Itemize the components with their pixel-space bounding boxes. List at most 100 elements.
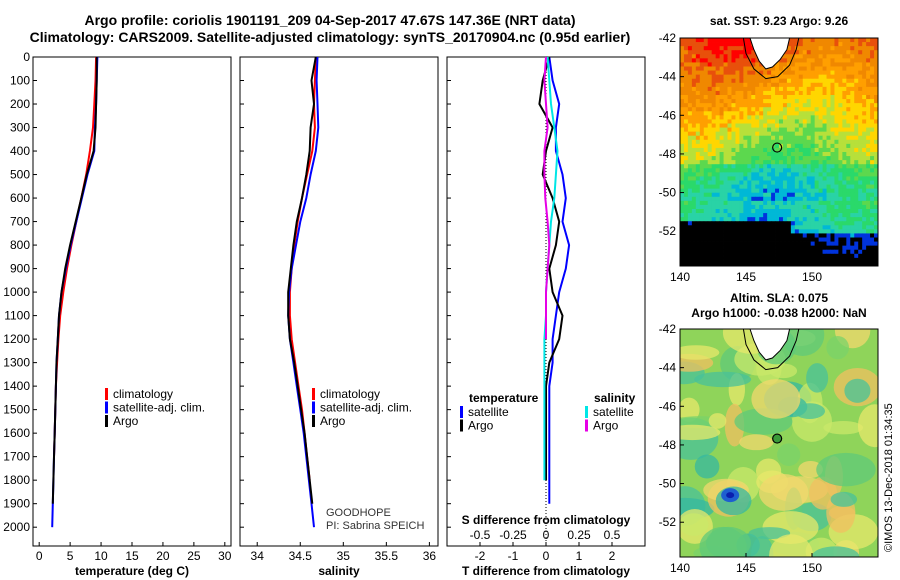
sst-cell [687, 62, 693, 67]
depth-tick-label: 600 [10, 191, 30, 205]
sst-cell [699, 196, 705, 202]
sst-cell [822, 152, 827, 157]
sst-cell [691, 82, 697, 88]
sst-cell [838, 78, 843, 84]
sst-cell [834, 200, 839, 206]
sst-cell [699, 58, 705, 63]
sst-cell [703, 147, 709, 153]
sst-cell [719, 127, 724, 133]
sst-cell [691, 107, 697, 112]
sst-cell [779, 135, 784, 141]
sst-cell [806, 78, 812, 84]
sst-cell [763, 139, 768, 145]
sst-cell [782, 54, 788, 59]
sst-cell [790, 107, 796, 112]
sst-cell [699, 103, 705, 108]
sst-cell [691, 38, 697, 43]
map-field [680, 38, 878, 266]
sst-cell [818, 115, 823, 120]
sst-cell [794, 225, 800, 230]
sst-cell [782, 86, 788, 92]
sst-cell [822, 50, 827, 55]
sst-cell [838, 42, 843, 47]
sst-cell [786, 180, 792, 185]
sst-cell [727, 180, 732, 185]
sst-cell [782, 213, 788, 218]
sst-cell [834, 107, 839, 112]
legend-label: Argo [468, 419, 494, 433]
sst-cell [680, 180, 685, 185]
sst-cell [763, 217, 768, 222]
sst-cell [759, 139, 764, 145]
sst-cell [731, 217, 736, 222]
sst-cell [775, 241, 780, 247]
sst-cell [779, 115, 784, 120]
sst-cell [846, 172, 851, 177]
sst-cell [699, 62, 705, 67]
top-x-tick-label: -0.25 [499, 528, 527, 542]
sst-cell [842, 54, 847, 59]
sst-cell [687, 209, 693, 214]
sst-cell [755, 156, 760, 161]
sst-cell [739, 135, 744, 141]
sst-cell [818, 95, 823, 100]
sst-cell [680, 38, 685, 43]
sst-cell [715, 229, 720, 234]
sst-cell [723, 74, 728, 80]
sst-cell [723, 253, 728, 259]
sst-cell [680, 139, 685, 145]
sst-cell [743, 99, 748, 104]
sst-cell [747, 46, 752, 51]
sst-cell [727, 46, 732, 51]
sst-cell [866, 249, 871, 255]
sst-cell [763, 253, 768, 259]
sst-cell [691, 217, 697, 222]
sst-cell [743, 74, 748, 80]
sst-cell [779, 131, 784, 137]
credit-text: ©IMOS 13-Dec-2018 01:34:35 [883, 403, 895, 552]
sst-cell [874, 261, 878, 266]
sst-cell [838, 176, 843, 181]
sst-cell [810, 82, 816, 88]
sst-cell [866, 38, 871, 43]
sst-cell [747, 253, 752, 259]
sst-cell [711, 62, 717, 67]
sst-cell [767, 261, 772, 266]
sst-cell [822, 111, 827, 116]
map-subtitle: Argo h1000: -0.038 h2000: NaN [691, 306, 866, 320]
argo-location-marker [772, 433, 783, 444]
sst-cell [854, 249, 859, 255]
sst-cell [874, 180, 878, 185]
sst-cell [711, 257, 717, 263]
sst-cell [802, 253, 808, 259]
sst-cell [691, 123, 697, 128]
sst-cell [680, 168, 685, 173]
sst-cell [695, 160, 701, 165]
sst-cell [775, 204, 780, 210]
sst-cell [715, 131, 720, 137]
sst-cell [759, 99, 764, 104]
sst-cell [699, 54, 705, 59]
x-tick-label: 0 [543, 549, 550, 563]
sst-cell [759, 176, 764, 181]
sst-cell [747, 50, 752, 55]
sla-blob [751, 536, 774, 557]
sst-cell [755, 261, 760, 266]
sst-cell [842, 221, 847, 226]
sst-cell [838, 62, 843, 67]
sst-cell [723, 143, 728, 149]
sst-cell [802, 164, 808, 169]
sst-cell [854, 176, 859, 181]
sst-cell [834, 156, 839, 161]
sst-cell [779, 107, 784, 112]
sst-cell [707, 123, 713, 128]
sst-cell [719, 58, 724, 63]
sst-cell [747, 62, 752, 67]
sst-cell [854, 123, 859, 128]
sst-cell [822, 135, 827, 141]
sst-cell [775, 86, 780, 92]
sst-cell [707, 156, 713, 161]
sst-cell [834, 74, 839, 80]
sst-cell [767, 131, 772, 137]
sst-cell [723, 217, 728, 222]
